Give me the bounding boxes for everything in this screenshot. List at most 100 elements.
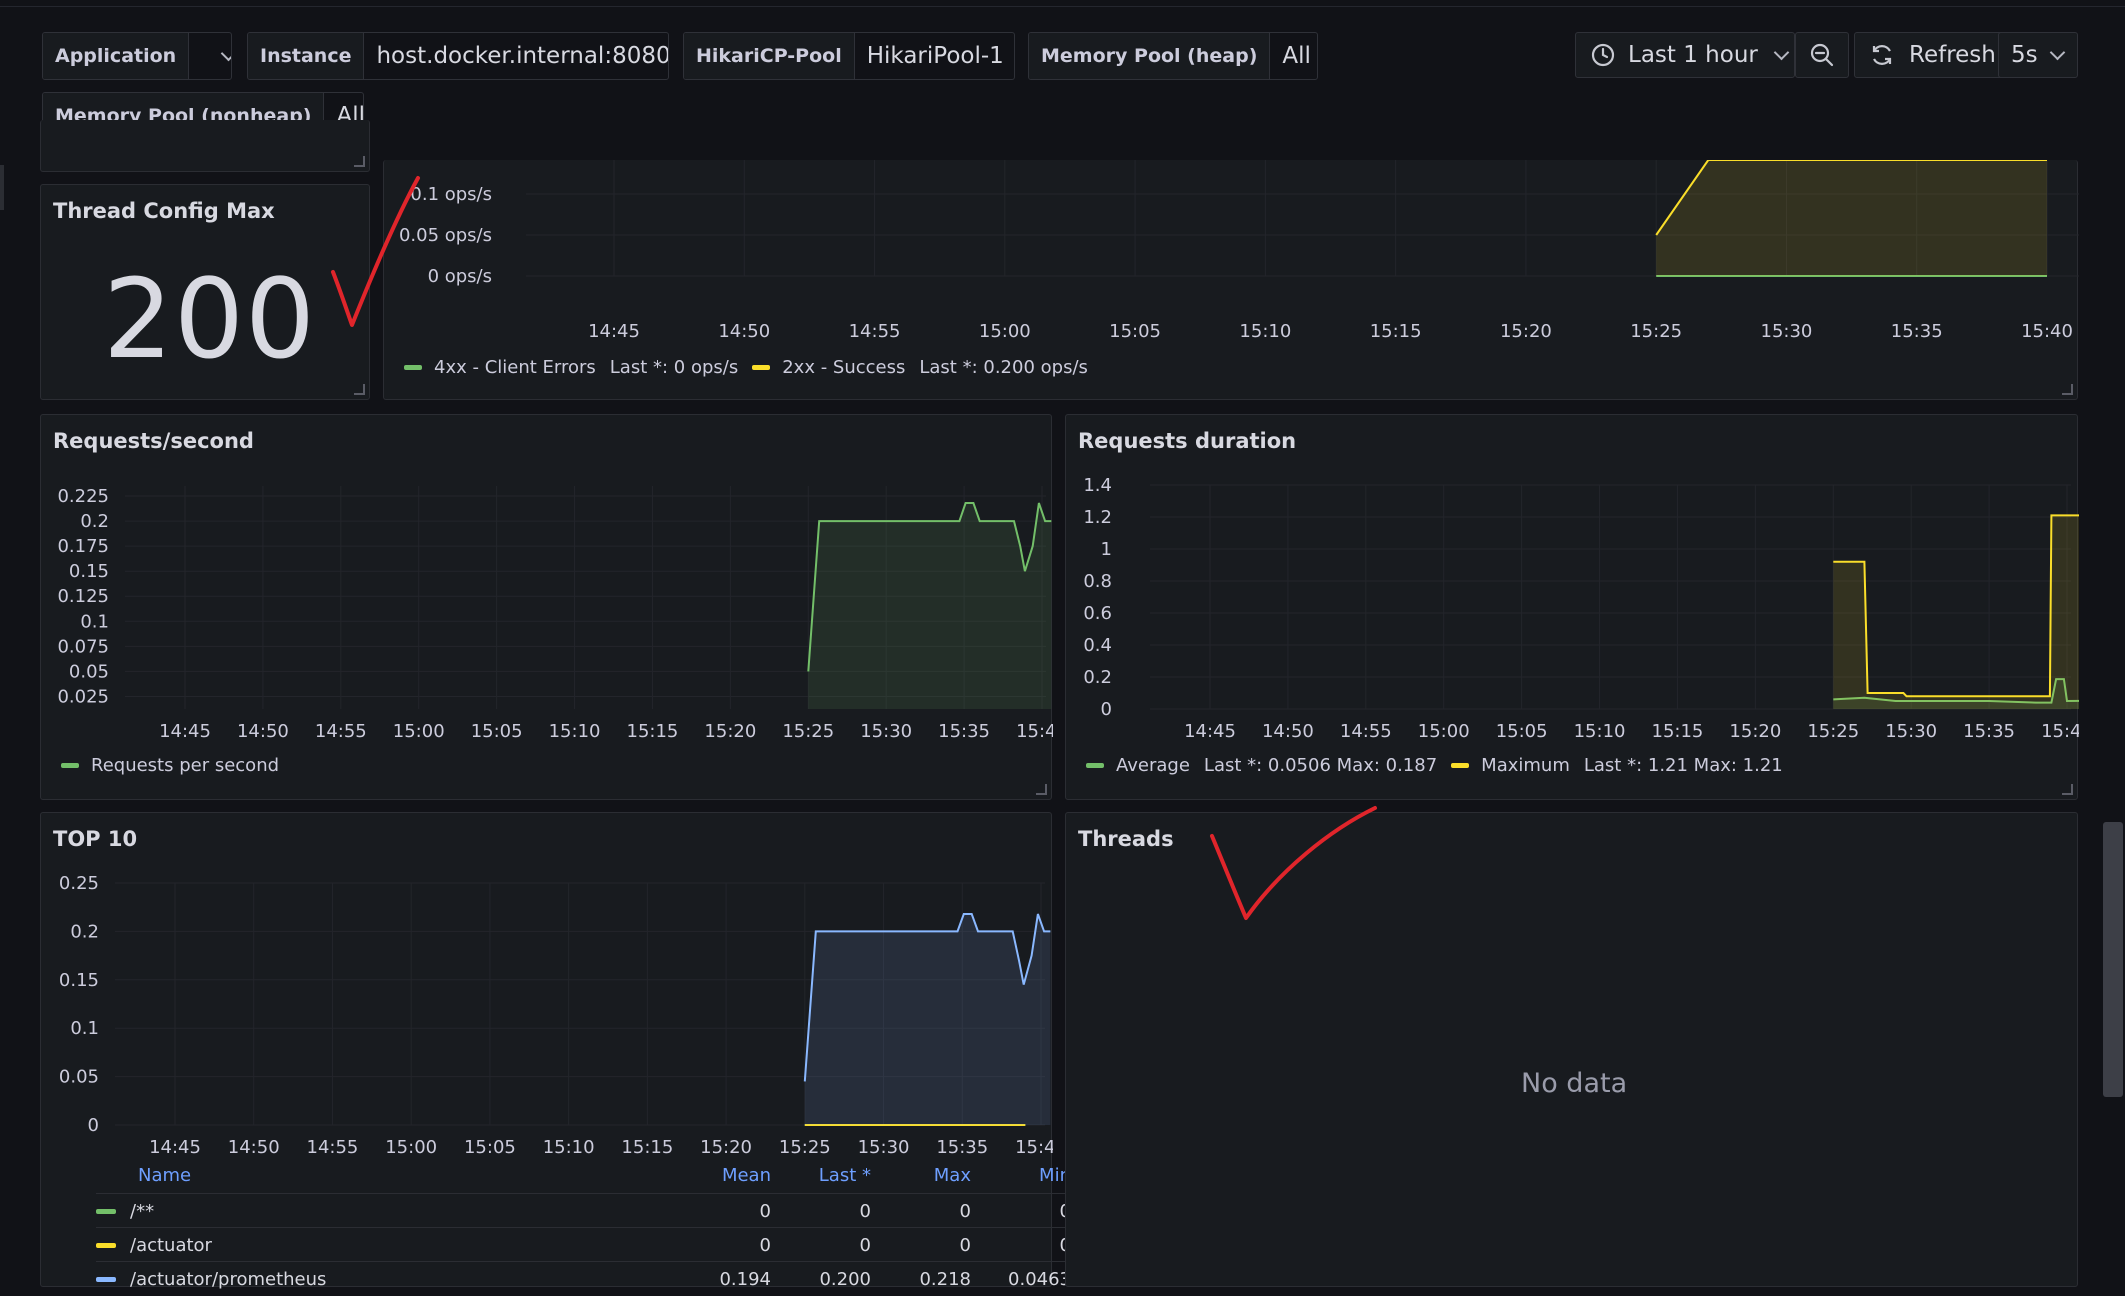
refresh-interval-picker[interactable]: 5s (1998, 32, 2078, 78)
y-tick-label: 1 (1101, 539, 1112, 560)
instance-select[interactable]: host.docker.internal:8080 (364, 33, 669, 79)
legend-item-average[interactable]: Average (1116, 755, 1190, 776)
x-tick-label: 15:05 (1496, 721, 1548, 742)
y-tick-label: 0.25 (59, 873, 99, 894)
y-axis: 0.25 0.2 0.15 0.1 0.05 0 (59, 873, 99, 1136)
refresh-icon (1872, 45, 1892, 65)
legend-swatch (96, 1242, 116, 1248)
row-min: 0.0463 (1008, 1268, 1071, 1290)
legend-table-header: Name Mean Last * Max Min (96, 1158, 1071, 1192)
x-tick-label: 15:30 (1885, 721, 1937, 742)
chevron-down-icon (220, 45, 231, 61)
requests-second-chart: 0.2250.20.1750.150.1250.10.0750.050.025 … (57, 486, 1053, 742)
application-variable[interactable]: Application (42, 32, 232, 80)
hikari-variable[interactable]: HikariCP-Pool HikariPool-1 (683, 32, 1015, 80)
x-tick-label: 15:35 (1891, 321, 1943, 342)
legend-swatch (404, 365, 422, 370)
y-tick-label: 0.15 (59, 970, 99, 991)
x-tick-label: 14:50 (718, 321, 770, 342)
legend-stats-4xx: Last *: 0 ops/s (609, 357, 739, 378)
table-row[interactable]: /actuator 0 0 0 0 (96, 1227, 1071, 1262)
resize-handle[interactable] (354, 384, 365, 395)
x-tick-label: 15:00 (393, 721, 445, 742)
chevron-down-icon (1773, 44, 1790, 60)
series-area (1656, 160, 2047, 276)
x-tick-label: 15:15 (621, 1137, 673, 1158)
legend-item-requests-per-second[interactable]: Requests per second (91, 755, 280, 776)
series-area (1833, 515, 2079, 709)
row-name: /** (130, 1200, 155, 1222)
page-scrollbar[interactable] (2103, 822, 2123, 1097)
column-min[interactable]: Min (1039, 1164, 1071, 1186)
legend-swatch (96, 1208, 116, 1214)
row-mean: 0 (759, 1200, 771, 1222)
stat-value: 200 (103, 255, 316, 383)
refresh-button[interactable]: Refresh (1854, 32, 2004, 78)
x-tick-label: 15:30 (860, 721, 912, 742)
y-tick-label: 0.2 (1083, 667, 1112, 688)
column-mean[interactable]: Mean (721, 1164, 771, 1186)
no-data-message: No data (1521, 1068, 1628, 1099)
time-range-picker[interactable]: Last 1 hour (1575, 32, 1795, 78)
x-tick-label: 15:05 (464, 1137, 516, 1158)
table-row[interactable]: /actuator/prometheus 0.194 0.200 0.218 0… (96, 1261, 1071, 1296)
row-name: /actuator (130, 1234, 212, 1256)
application-select[interactable] (189, 33, 231, 79)
panel-title: Requests duration (1078, 429, 1297, 453)
legend-stats-2xx: Last *: 0.200 ops/s (919, 357, 1088, 378)
y-tick-label: 0.8 (1083, 571, 1112, 592)
y-tick-label: 0 (88, 1115, 99, 1136)
legend-item-2xx[interactable]: 2xx - Success (782, 357, 906, 378)
series-layer (1833, 514, 2079, 709)
instance-variable[interactable]: Instance host.docker.internal:8080 (247, 32, 669, 80)
column-name[interactable]: Name (138, 1164, 192, 1186)
zoom-out-button[interactable] (1795, 32, 1849, 78)
column-max[interactable]: Max (933, 1164, 971, 1186)
legend-item-maximum[interactable]: Maximum (1481, 755, 1570, 776)
resize-handle[interactable] (2062, 384, 2073, 395)
requests-second-panel: Requests/second 0.225 0.2 0.175 0.15 0.125 0.… (40, 414, 1053, 800)
memory-heap-select[interactable]: All (1270, 33, 1317, 79)
series-area (808, 503, 1052, 709)
hikari-select[interactable]: HikariPool-1 (855, 33, 1014, 79)
y-tick-label: 0.05 (59, 1067, 99, 1088)
memory-heap-variable[interactable]: Memory Pool (heap) All (1028, 32, 1318, 80)
row-mean: 0.194 (719, 1268, 771, 1290)
left-edge-marker (0, 165, 4, 210)
application-label: Application (43, 33, 190, 79)
requests-second-legend: Requests per second (61, 755, 279, 776)
y-tick-label: 0.2 (80, 511, 109, 532)
row-last: 0 (859, 1234, 871, 1256)
row-max: 0.218 (919, 1268, 971, 1290)
x-tick-label: 15:20 (704, 721, 756, 742)
resize-handle[interactable] (1036, 784, 1047, 795)
series-line (803, 913, 1051, 1082)
row-min: 0 (971, 1201, 1071, 1222)
table-row[interactable]: /** 0 0 0 0 (96, 1193, 1071, 1228)
resize-handle[interactable] (2062, 784, 2073, 795)
y-tick-label: 1.4 (1083, 475, 1112, 496)
legend-swatch (1451, 763, 1470, 768)
x-tick-label: 15:00 (979, 321, 1031, 342)
x-tick-label: 14:50 (228, 1137, 280, 1158)
instance-value: host.docker.internal:8080 (376, 43, 669, 69)
clock-icon (1591, 43, 1615, 67)
x-tick-label: 15:05 (471, 721, 523, 742)
x-tick-label: 15:25 (779, 1137, 831, 1158)
x-tick-label: 15:00 (1418, 721, 1470, 742)
y-tick-label: 0.6 (1083, 603, 1112, 624)
x-tick-label: 15:25 (782, 721, 834, 742)
row-max: 0 (959, 1234, 971, 1256)
top10-chart: 0.25 0.2 0.15 0.1 0.05 0 14:45 14:50 14:55 15:00… (59, 873, 1053, 1158)
refresh-interval-value: 5s (2011, 42, 2038, 68)
column-last[interactable]: Last * (818, 1164, 871, 1186)
x-tick-label: 15:35 (936, 1137, 988, 1158)
legend-swatch (752, 365, 771, 370)
legend-swatch (61, 763, 79, 768)
instance-label: Instance (248, 33, 365, 79)
legend-item-4xx[interactable]: 4xx - Client Errors (434, 357, 596, 378)
x-axis: 14:45 14:50 14:55 15:00 15:05 15:10 15:15 15:20… (149, 1137, 1053, 1158)
x-tick-label: 15:40 (1015, 1137, 1053, 1158)
resize-handle[interactable] (354, 156, 365, 167)
y-tick-label: 0.1 ops/s (410, 184, 492, 205)
